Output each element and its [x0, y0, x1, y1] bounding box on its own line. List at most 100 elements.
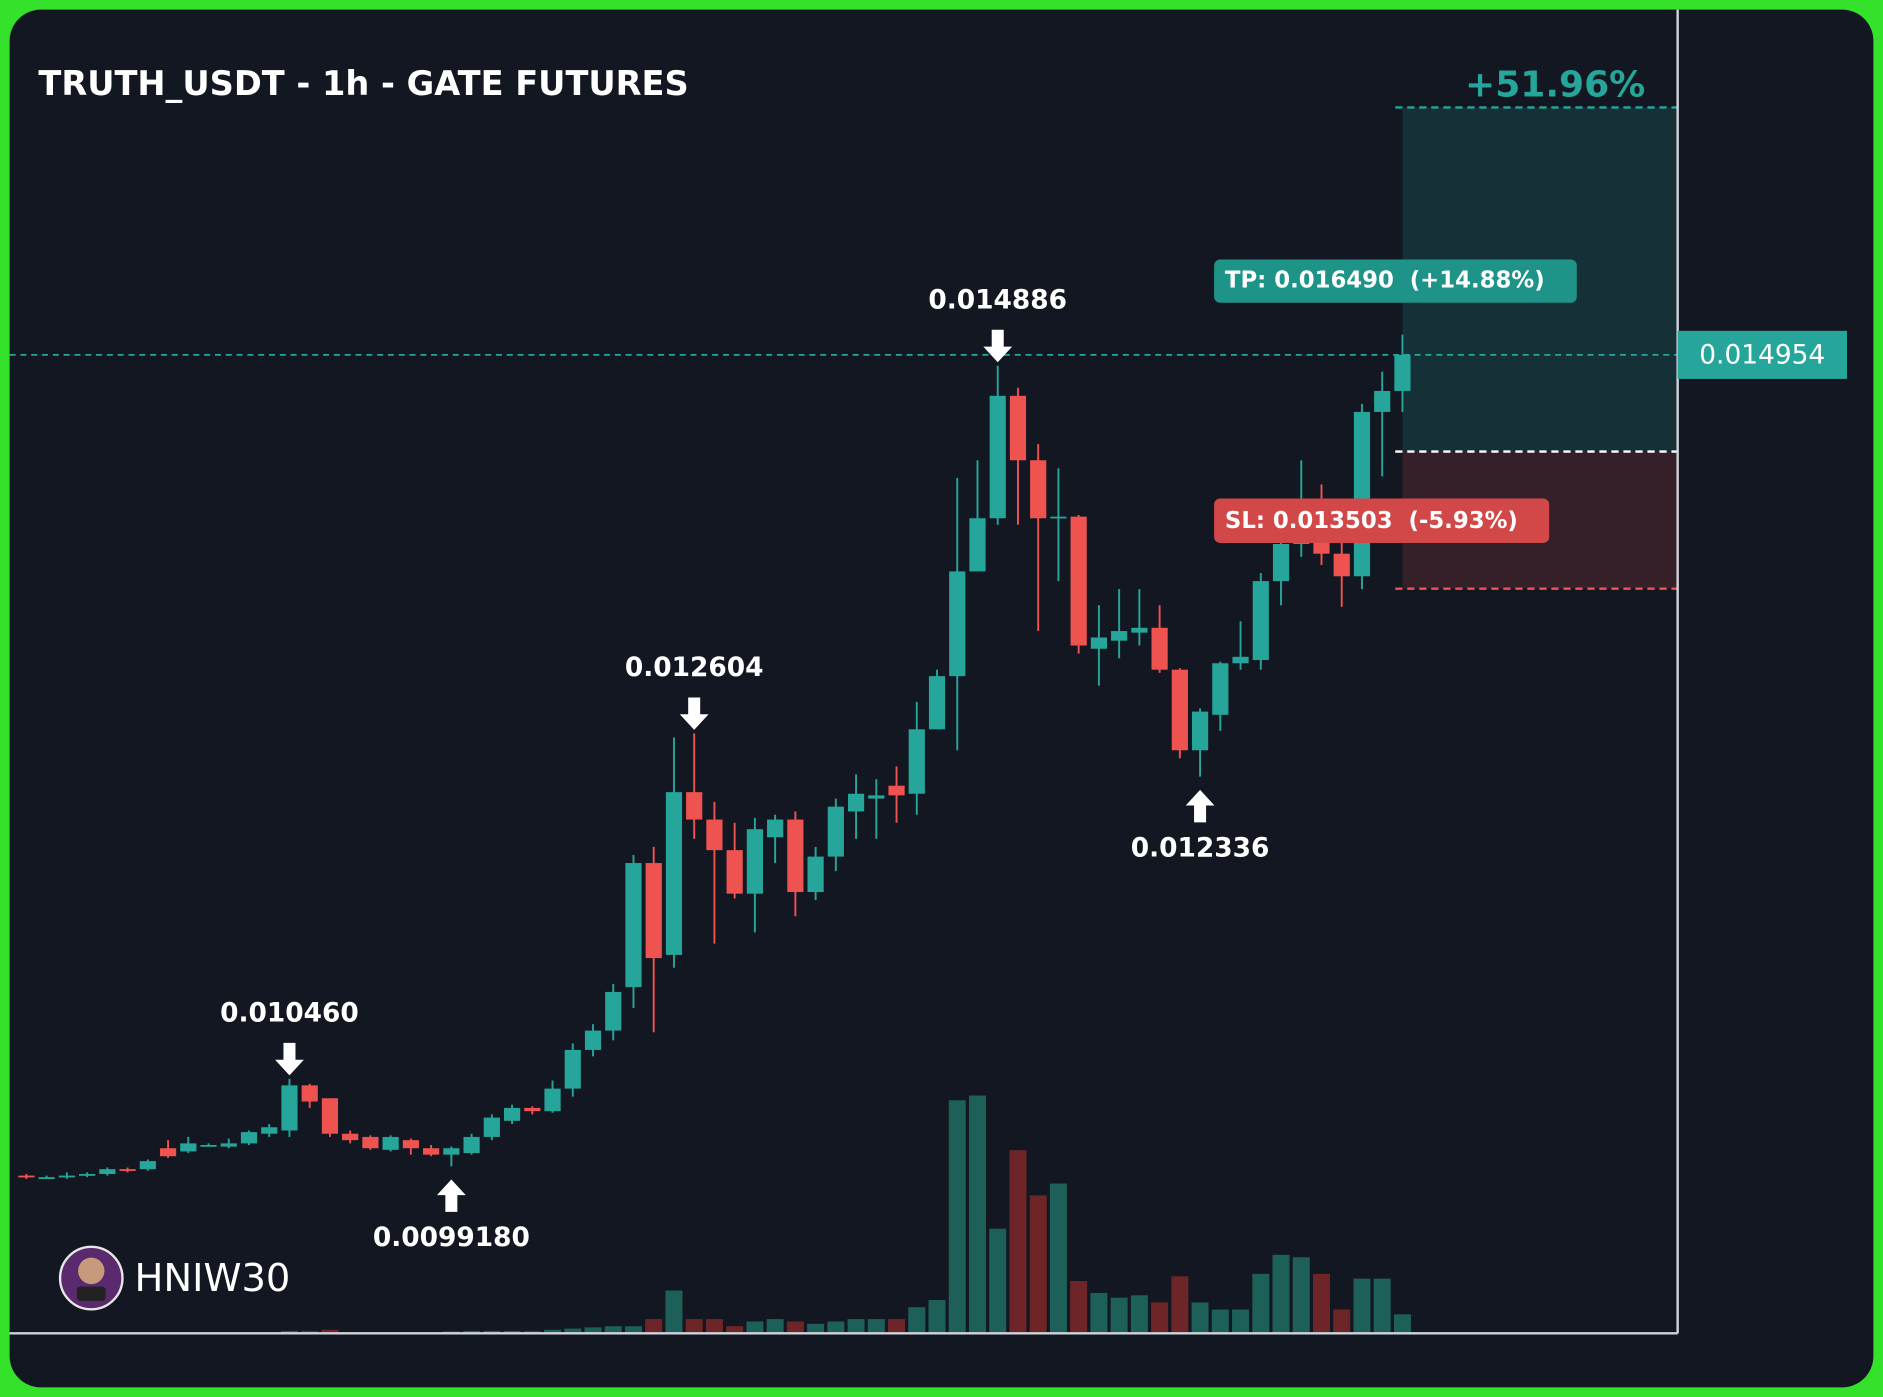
candle-body: [18, 1175, 35, 1178]
volume-bar: [989, 1228, 1007, 1334]
volume-bar: [827, 1321, 845, 1334]
volume-bar: [746, 1321, 764, 1334]
candle-body: [139, 1161, 156, 1170]
candle-body: [38, 1177, 55, 1180]
volume-bar: [1232, 1309, 1250, 1334]
candle-body: [564, 1049, 581, 1089]
candle-body: [1050, 516, 1067, 519]
overlay: 0.014954 TP: 0.016490 (+14.88%) SL: 0.0135…: [220, 64, 1847, 1253]
last-price-label: 0.014954: [1699, 340, 1825, 371]
candle-body: [665, 792, 683, 955]
watermark-text: HNIW30: [135, 1256, 291, 1301]
candle-body: [382, 1136, 399, 1150]
candle-body: [99, 1169, 116, 1174]
candle-body: [1272, 544, 1290, 582]
candle-body: [706, 819, 723, 851]
volume-bar: [908, 1307, 926, 1334]
volume-bar: [786, 1321, 804, 1334]
candle-body: [443, 1148, 460, 1155]
candle-body: [1212, 663, 1229, 715]
candle-body: [928, 676, 946, 730]
candle-body: [1090, 637, 1107, 649]
gain-label: +51.96%: [1465, 64, 1645, 105]
volume-bar: [888, 1319, 906, 1334]
candle-body: [544, 1088, 561, 1112]
volume-bar: [1191, 1302, 1209, 1334]
candle-body: [1030, 460, 1047, 519]
volume-bar: [968, 1095, 986, 1334]
candle-body: [908, 729, 925, 794]
candle-body: [119, 1169, 136, 1171]
volume-bar: [1151, 1302, 1169, 1334]
volume-bar: [1373, 1278, 1391, 1334]
candle-body: [868, 795, 885, 799]
volume-bar: [1292, 1257, 1310, 1334]
volume-bar: [1211, 1309, 1229, 1334]
volume-bar: [665, 1290, 683, 1334]
volume-bar: [685, 1319, 703, 1334]
volume-bar: [948, 1100, 966, 1334]
candle-body: [1131, 627, 1148, 633]
volume-bar: [1070, 1281, 1088, 1334]
volume-bar: [584, 1327, 602, 1334]
candle-body: [1333, 553, 1350, 577]
volume-bar: [1009, 1150, 1027, 1334]
avatar-face: [78, 1257, 105, 1285]
candle-body: [1191, 711, 1209, 751]
candle-body: [686, 792, 703, 820]
avatar-body: [76, 1286, 106, 1301]
annotation-arrow: [275, 1042, 304, 1076]
candle-body: [240, 1132, 258, 1144]
candle-body: [180, 1143, 197, 1152]
candle-body: [503, 1107, 521, 1121]
candle-body: [1394, 354, 1411, 391]
tp-tag-box: [1214, 259, 1577, 303]
candle-body: [827, 806, 844, 857]
candle-body: [1151, 627, 1168, 670]
candle-body: [1252, 581, 1269, 661]
candle-body: [524, 1107, 541, 1112]
candle-body: [989, 395, 1006, 519]
candle-body: [200, 1144, 217, 1147]
watermark: HNIW30: [58, 1245, 291, 1311]
volume-bar: [766, 1319, 784, 1334]
candle-body: [301, 1085, 318, 1102]
candle-body: [281, 1085, 298, 1131]
axes: [9, 9, 1679, 1335]
candle-body: [463, 1136, 480, 1154]
annotation-label: 0.012604: [625, 652, 764, 683]
volume-bar: [867, 1319, 885, 1334]
candle-body: [159, 1148, 177, 1157]
volume-bar: [807, 1323, 825, 1334]
candle-body: [1070, 516, 1087, 646]
volume-bar: [604, 1326, 622, 1334]
candle-body: [1111, 631, 1128, 641]
sl-tag: SL: 0.013503 (-5.93%): [1225, 508, 1518, 534]
volume-bar: [1110, 1297, 1128, 1334]
volume-bar: [645, 1319, 663, 1334]
candle-body: [321, 1098, 339, 1134]
volume-bar: [847, 1319, 865, 1334]
volume-bar: [1049, 1183, 1067, 1334]
annotation-arrow: [983, 329, 1013, 363]
candle-body: [402, 1140, 419, 1149]
candle-body: [767, 819, 784, 838]
candle-body: [807, 856, 824, 893]
volume-bar: [1272, 1254, 1290, 1334]
sl-tag-box: [1214, 498, 1550, 543]
candle-body: [605, 991, 622, 1031]
candle-body: [949, 571, 966, 677]
last-price-box: [1677, 330, 1847, 379]
candle-body: [1353, 411, 1371, 577]
volume-bar: [726, 1326, 744, 1334]
candle-body: [79, 1173, 96, 1176]
candle-body: [726, 850, 743, 894]
candle-body: [483, 1117, 500, 1137]
annotation-arrow: [679, 697, 709, 730]
volume-bar: [1333, 1309, 1351, 1334]
candle-body: [342, 1133, 359, 1141]
candle-body: [888, 785, 905, 796]
candle-body: [584, 1030, 602, 1050]
candle-body: [58, 1175, 75, 1178]
